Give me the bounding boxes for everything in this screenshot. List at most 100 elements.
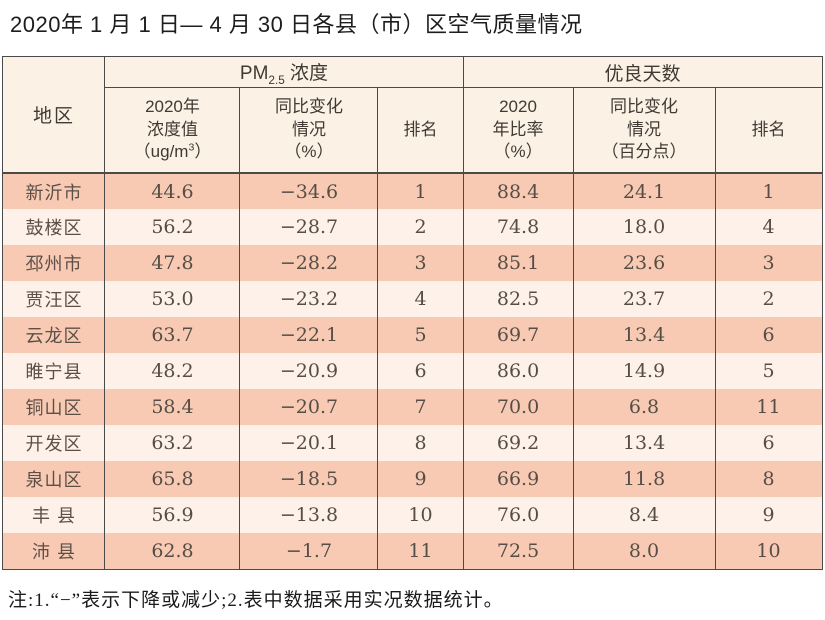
pm-value-cell: 58.4 <box>104 389 241 425</box>
header-pm-value: 2020年 浓度值 （ug/m3） <box>104 87 241 174</box>
ratio-change-cell: 13.4 <box>572 425 716 461</box>
ratio-cell: 88.4 <box>462 173 574 209</box>
ratio-cell: 66.9 <box>462 461 574 497</box>
header-group-pm25: PM2.5 浓度 <box>104 56 464 88</box>
pm-value-unit: （ug/m3） <box>133 141 212 162</box>
ratio-rank-cell: 4 <box>714 209 823 245</box>
table-row: 铜山区 58.4 −20.7 7 70.0 6.8 11 <box>2 389 823 425</box>
pm-change-cell: −13.8 <box>239 497 379 533</box>
ratio-change-cell: 11.8 <box>572 461 716 497</box>
ratio-cell: 86.0 <box>462 353 574 389</box>
region-cell: 铜山区 <box>2 389 106 425</box>
ratio-change-cell: 13.4 <box>572 317 716 353</box>
ratio-rank-cell: 3 <box>714 245 823 281</box>
ratio-change-cell: 14.9 <box>572 353 716 389</box>
pm-change-cell: −20.7 <box>239 389 379 425</box>
table-row: 云龙区 63.7 −22.1 5 69.7 13.4 6 <box>2 317 823 353</box>
table-row: 睢宁县 48.2 −20.9 6 86.0 14.9 5 <box>2 353 823 389</box>
table-row: 邳州市 47.8 −28.2 3 85.1 23.6 3 <box>2 245 823 281</box>
pm-rank-cell: 5 <box>377 317 464 353</box>
pm-value-cell: 56.2 <box>104 209 241 245</box>
ratio-rank-cell: 6 <box>714 317 823 353</box>
pm-rank-cell: 8 <box>377 425 464 461</box>
ratio-cell: 69.7 <box>462 317 574 353</box>
header-ratio-rank: 排名 <box>714 87 823 174</box>
pm-rank-cell: 4 <box>377 281 464 317</box>
ratio-cell: 72.5 <box>462 533 574 569</box>
table-row: 丰 县 56.9 −13.8 10 76.0 8.4 9 <box>2 497 823 533</box>
pm-value-cell: 56.9 <box>104 497 241 533</box>
pm-value-cell: 63.2 <box>104 425 241 461</box>
pm-change-cell: −18.5 <box>239 461 379 497</box>
header-group-good-days: 优良天数 <box>462 56 823 88</box>
pm-change-cell: −20.1 <box>239 425 379 461</box>
ratio-rank-cell: 5 <box>714 353 823 389</box>
ratio-rank-cell: 11 <box>714 389 823 425</box>
region-cell: 新沂市 <box>2 173 106 209</box>
region-cell: 泉山区 <box>2 461 106 497</box>
ratio-change-cell: 18.0 <box>572 209 716 245</box>
pm-change-cell: −23.2 <box>239 281 379 317</box>
header-pm-rank: 排名 <box>377 87 464 174</box>
pm-value-cell: 48.2 <box>104 353 241 389</box>
pm-rank-cell: 7 <box>377 389 464 425</box>
ratio-change-cell: 8.0 <box>572 533 716 569</box>
ratio-cell: 69.2 <box>462 425 574 461</box>
pm-change-cell: −22.1 <box>239 317 379 353</box>
pm-rank-cell: 2 <box>377 209 464 245</box>
ratio-rank-cell: 9 <box>714 497 823 533</box>
pm-value-cell: 53.0 <box>104 281 241 317</box>
ratio-cell: 74.8 <box>462 209 574 245</box>
pm-rank-cell: 6 <box>377 353 464 389</box>
ratio-rank-cell: 1 <box>714 173 823 209</box>
ratio-cell: 85.1 <box>462 245 574 281</box>
pm-change-cell: −34.6 <box>239 173 379 209</box>
pm-rank-cell: 9 <box>377 461 464 497</box>
ratio-cell: 82.5 <box>462 281 574 317</box>
region-cell: 沛 县 <box>2 533 106 569</box>
table-body: 新沂市 44.6 −34.6 1 88.4 24.1 1 鼓楼区 56.2 −2… <box>2 173 823 569</box>
footnote: 注:1.“−”表示下降或减少;2.表中数据采用实况数据统计。 <box>8 589 504 611</box>
region-cell: 邳州市 <box>2 245 106 281</box>
table-row: 贾汪区 53.0 −23.2 4 82.5 23.7 2 <box>2 281 823 317</box>
ratio-change-cell: 23.7 <box>572 281 716 317</box>
table-row: 新沂市 44.6 −34.6 1 88.4 24.1 1 <box>2 173 823 209</box>
pm-rank-cell: 10 <box>377 497 464 533</box>
pm25-label: PM2.5 浓度 <box>239 62 329 87</box>
header-region: 地区 <box>2 56 106 174</box>
pm-value-cell: 44.6 <box>104 173 241 209</box>
region-cell: 云龙区 <box>2 317 106 353</box>
ratio-change-cell: 24.1 <box>572 173 716 209</box>
pm-change-cell: −1.7 <box>239 533 379 569</box>
table-row: 鼓楼区 56.2 −28.7 2 74.8 18.0 4 <box>2 209 823 245</box>
table-row: 泉山区 65.8 −18.5 9 66.9 11.8 8 <box>2 461 823 497</box>
table-header: 地区 PM2.5 浓度 优良天数 2020年 浓度值 （ug/m3） 同比变化 … <box>2 56 823 174</box>
ratio-rank-cell: 8 <box>714 461 823 497</box>
pm-value-cell: 47.8 <box>104 245 241 281</box>
page-title: 2020年 1 月 1 日— 4 月 30 日各县（市）区空气质量情况 <box>10 12 583 37</box>
ratio-cell: 76.0 <box>462 497 574 533</box>
header-group-row: 地区 PM2.5 浓度 优良天数 <box>2 56 823 174</box>
ratio-change-cell: 6.8 <box>572 389 716 425</box>
ratio-change-cell: 8.4 <box>572 497 716 533</box>
region-cell: 鼓楼区 <box>2 209 106 245</box>
ratio-rank-cell: 2 <box>714 281 823 317</box>
header-sub-row: 2020年 浓度值 （ug/m3） 同比变化 情况 （%） 排名 2020 年比… <box>3 87 823 174</box>
pm-value-cell: 65.8 <box>104 461 241 497</box>
ratio-change-cell: 23.6 <box>572 245 716 281</box>
table-row: 沛 县 62.8 −1.7 11 72.5 8.0 10 <box>2 533 823 569</box>
header-ratio: 2020 年比率 （%） <box>462 87 574 174</box>
header-pm-change: 同比变化 情况 （%） <box>239 87 379 174</box>
region-cell: 丰 县 <box>2 497 106 533</box>
region-cell: 贾汪区 <box>2 281 106 317</box>
pm-rank-cell: 11 <box>377 533 464 569</box>
header-ratio-change: 同比变化 情况 （百分点） <box>572 87 716 174</box>
table-row: 开发区 63.2 −20.1 8 69.2 13.4 6 <box>2 425 823 461</box>
region-cell: 开发区 <box>2 425 106 461</box>
pm-rank-cell: 1 <box>377 173 464 209</box>
region-cell: 睢宁县 <box>2 353 106 389</box>
ratio-rank-cell: 10 <box>714 533 823 569</box>
pm-value-cell: 62.8 <box>104 533 241 569</box>
ratio-rank-cell: 6 <box>714 425 823 461</box>
